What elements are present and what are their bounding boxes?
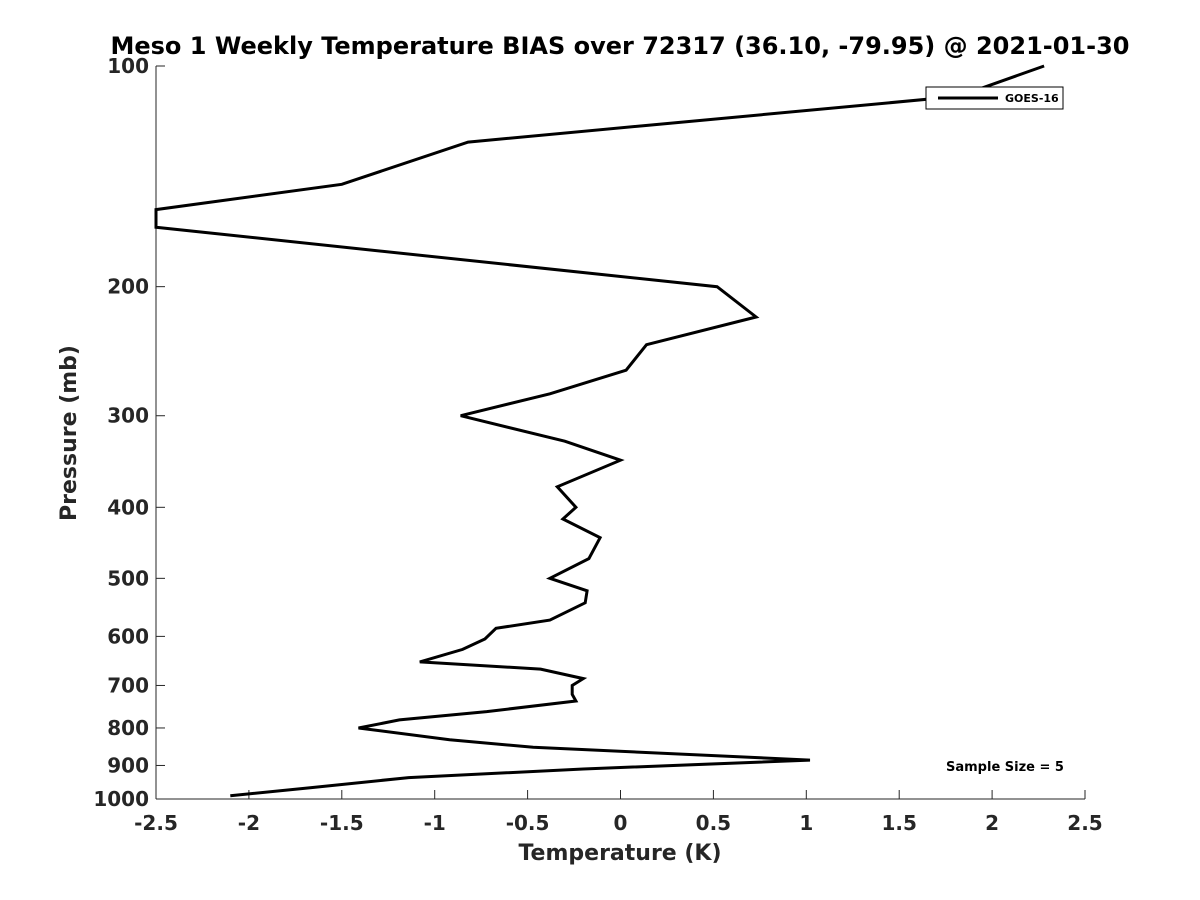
y-tick-label: 800 bbox=[107, 716, 149, 740]
x-tick-label: -2.5 bbox=[134, 811, 178, 835]
x-tick-label: 1.5 bbox=[881, 811, 916, 835]
x-tick-label: 2.5 bbox=[1067, 811, 1102, 835]
y-tick-label: 300 bbox=[107, 404, 149, 428]
y-tick-label: 500 bbox=[107, 566, 149, 590]
y-tick-label: 700 bbox=[107, 673, 149, 697]
x-axis-label: Temperature (K) bbox=[518, 841, 721, 866]
chart-title: Meso 1 Weekly Temperature BIAS over 7231… bbox=[110, 32, 1129, 60]
x-ticks: -2.5 -2 -1.5 -1 -0.5 0 0.5 1 1.5 2 2.5 bbox=[134, 790, 1103, 835]
x-tick-label: -0.5 bbox=[506, 811, 550, 835]
y-tick-label: 900 bbox=[107, 753, 149, 777]
x-tick-label: 0 bbox=[614, 811, 628, 835]
y-tick-label: 400 bbox=[107, 495, 149, 519]
x-tick-label: 2 bbox=[985, 811, 999, 835]
y-tick-label: 200 bbox=[107, 275, 149, 299]
y-ticks: 100 200 300 400 500 600 700 800 900 1000 bbox=[93, 54, 165, 811]
y-tick-label: 1000 bbox=[93, 787, 149, 811]
x-tick-label: -2 bbox=[238, 811, 260, 835]
legend: GOES-16 bbox=[925, 86, 1064, 110]
series-layer bbox=[154, 64, 1045, 798]
x-tick-label: 0.5 bbox=[696, 811, 731, 835]
x-tick-label: -1 bbox=[424, 811, 446, 835]
legend-entry-label: GOES-16 bbox=[1005, 92, 1059, 105]
x-tick-label: 1 bbox=[799, 811, 813, 835]
y-tick-label: 600 bbox=[107, 624, 149, 648]
x-tick-label: -1.5 bbox=[320, 811, 364, 835]
y-tick-label: 100 bbox=[107, 54, 149, 78]
sample-size-annotation: Sample Size = 5 bbox=[946, 760, 1064, 775]
series-line-goes-16 bbox=[154, 64, 1045, 798]
plot-area: -2.5 -2 -1.5 -1 -0.5 0 0.5 1 1.5 2 2.5 100 200 300 40… bbox=[93, 54, 1102, 835]
y-axis-label: Pressure (mb) bbox=[57, 345, 82, 521]
